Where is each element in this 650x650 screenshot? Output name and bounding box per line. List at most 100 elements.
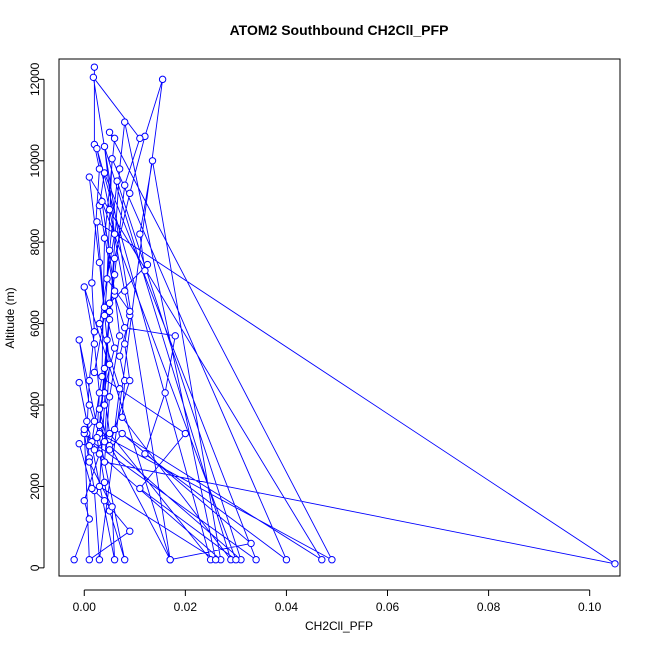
x-tick-label: 0.06 <box>376 600 400 614</box>
data-point <box>252 556 260 564</box>
data-point <box>136 134 144 143</box>
data-point <box>171 332 179 340</box>
data-point <box>136 484 144 493</box>
data-point <box>88 484 96 493</box>
data-point <box>143 260 152 269</box>
data-point <box>110 271 119 279</box>
y-tick-label: 6000 <box>28 310 42 337</box>
data-point <box>115 332 124 340</box>
data-point <box>100 234 109 242</box>
data-point <box>89 73 98 82</box>
x-tick-label: 0.10 <box>578 600 602 614</box>
data-point <box>105 360 114 369</box>
data-point <box>121 323 129 332</box>
data-point <box>105 315 114 324</box>
x-tick-label: 0.02 <box>174 600 198 614</box>
data-point <box>211 556 220 564</box>
data-point <box>126 376 134 385</box>
data-point <box>247 539 255 548</box>
data-point <box>85 376 94 385</box>
data-point <box>95 450 104 458</box>
data-point <box>126 307 134 316</box>
data-point <box>105 299 114 307</box>
data-point <box>85 458 94 466</box>
data-point <box>115 165 124 173</box>
data-point <box>121 118 129 126</box>
y-tick-label: 8000 <box>28 229 42 256</box>
data-point <box>85 173 94 181</box>
data-point <box>105 128 114 136</box>
y-tick-label: 2000 <box>28 473 42 500</box>
y-tick-label: 4000 <box>28 391 42 418</box>
data-point <box>100 169 109 177</box>
data-point <box>95 389 104 397</box>
data-point <box>100 142 109 151</box>
data-point <box>100 303 109 312</box>
data-point <box>121 556 129 564</box>
y-axis: 0 2000 4000 6000 8000 10000 12000 <box>28 62 45 571</box>
x-axis-label: CH2Cll_PFP <box>305 619 373 633</box>
data-point <box>318 556 326 564</box>
data-point <box>95 258 104 267</box>
data-point <box>85 401 94 409</box>
data-point <box>118 429 126 438</box>
data-point <box>93 433 101 442</box>
data-point <box>105 429 114 438</box>
y-tick-label: 0 <box>28 564 42 571</box>
data-point <box>110 230 119 238</box>
data-point <box>282 556 291 564</box>
data-point <box>100 458 109 466</box>
x-tick-label: 0.04 <box>275 600 299 614</box>
plot-frame <box>58 58 621 577</box>
data-point <box>80 496 88 505</box>
data-point <box>118 413 126 421</box>
data-point <box>121 287 129 295</box>
data-point <box>90 328 99 336</box>
data-point <box>100 437 109 446</box>
data-point <box>110 425 119 434</box>
data-point <box>136 230 144 238</box>
data-point <box>85 515 94 523</box>
data-point <box>611 560 619 568</box>
data-point <box>108 155 116 163</box>
data-point <box>75 378 83 387</box>
y-axis-label: Altitude (m) <box>3 287 17 348</box>
data-point <box>148 157 157 165</box>
data-point <box>126 527 134 535</box>
data-point <box>95 319 104 328</box>
data-point <box>100 364 109 373</box>
data-point <box>95 556 104 564</box>
series-points-group <box>70 63 619 568</box>
data-point <box>328 556 336 564</box>
data-point <box>181 429 190 438</box>
x-tick-label: 0.00 <box>73 600 97 614</box>
data-point <box>90 417 99 426</box>
x-axis: 0.00 0.02 0.04 0.06 0.08 0.10 <box>73 589 602 614</box>
data-point <box>115 352 124 360</box>
data-point <box>141 450 149 458</box>
data-point <box>90 446 99 454</box>
data-point <box>141 266 149 275</box>
data-point <box>121 340 129 348</box>
data-point <box>100 478 109 487</box>
data-point <box>80 283 88 291</box>
data-point <box>126 189 134 198</box>
data-point <box>110 287 119 295</box>
data-point <box>232 556 240 564</box>
data-point <box>166 556 174 564</box>
y-tick-label: 12000 <box>28 62 42 96</box>
data-point <box>100 311 109 320</box>
y-tick-label: 10000 <box>28 144 42 178</box>
data-point <box>90 63 99 71</box>
data-point <box>90 340 99 348</box>
data-point <box>121 181 129 189</box>
data-point <box>88 279 96 287</box>
data-point <box>90 368 99 377</box>
chart-title: ATOM2 Southbound CH2Cll_PFP <box>230 22 449 38</box>
data-point <box>161 389 169 397</box>
data-point <box>108 503 116 511</box>
data-point <box>95 165 104 173</box>
data-point <box>95 421 104 430</box>
data-point <box>105 446 114 454</box>
